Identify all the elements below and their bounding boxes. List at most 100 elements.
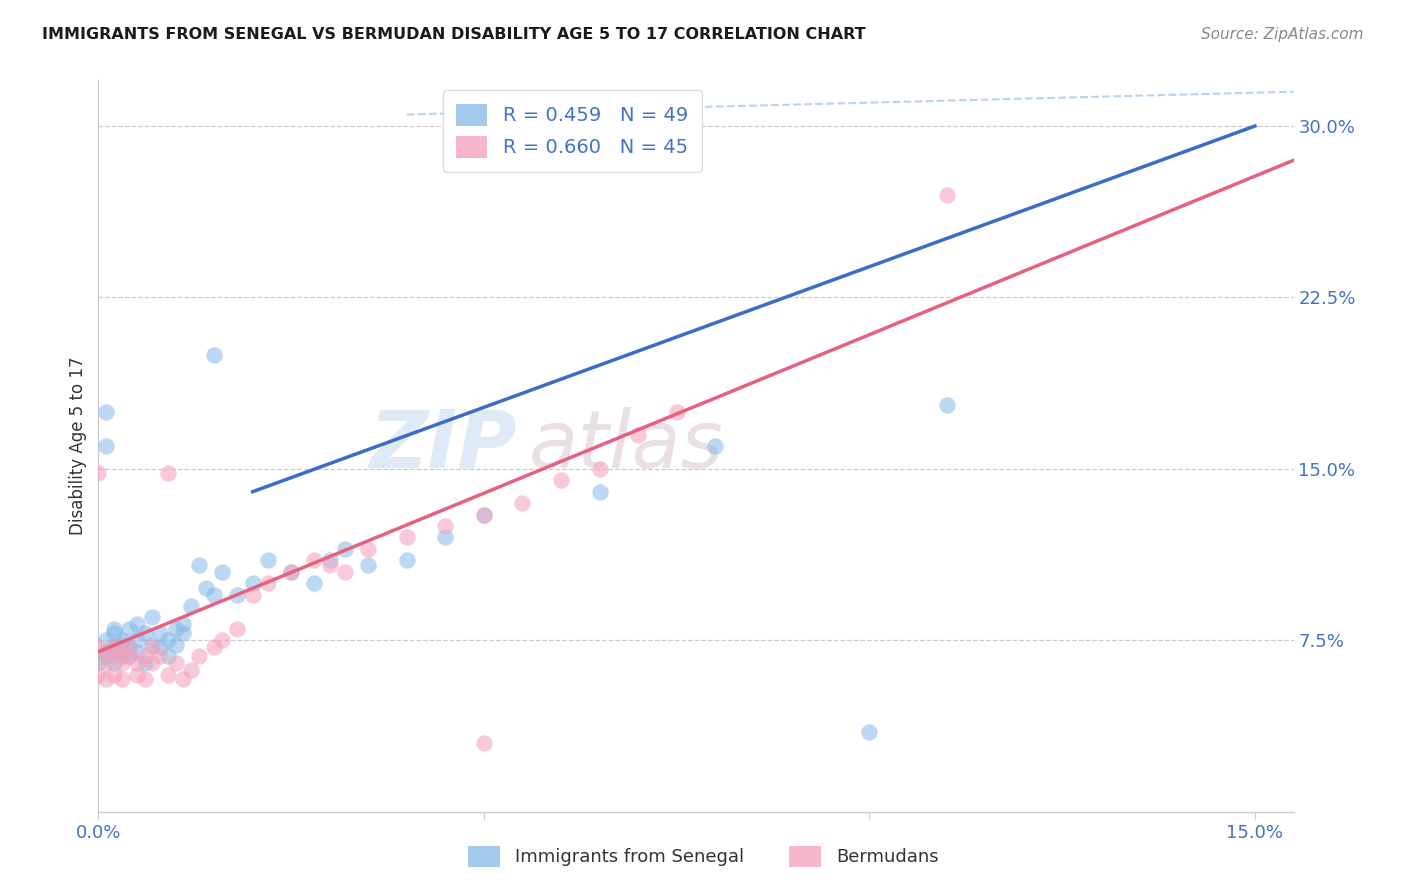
Point <box>472 736 495 750</box>
Point <box>512 496 534 510</box>
Point <box>118 640 141 655</box>
Point <box>94 439 117 453</box>
Legend: Immigrants from Senegal, Bermudans: Immigrants from Senegal, Bermudans <box>460 838 946 874</box>
Point <box>172 617 194 632</box>
Point <box>280 565 302 579</box>
Point <box>357 541 380 556</box>
Point <box>242 576 264 591</box>
Point <box>103 640 125 655</box>
Point <box>627 427 650 442</box>
Point <box>94 649 117 664</box>
Point <box>226 588 249 602</box>
Text: ZIP: ZIP <box>370 407 517 485</box>
Point <box>202 588 225 602</box>
Point <box>87 640 110 655</box>
Text: IMMIGRANTS FROM SENEGAL VS BERMUDAN DISABILITY AGE 5 TO 17 CORRELATION CHART: IMMIGRANTS FROM SENEGAL VS BERMUDAN DISA… <box>42 27 866 42</box>
Point <box>94 405 117 419</box>
Point <box>118 649 141 664</box>
Point <box>141 638 163 652</box>
Point <box>395 530 418 544</box>
Point <box>110 638 132 652</box>
Point <box>87 667 110 681</box>
Point <box>134 649 156 664</box>
Point <box>125 633 148 648</box>
Text: Source: ZipAtlas.com: Source: ZipAtlas.com <box>1201 27 1364 42</box>
Point <box>156 667 179 681</box>
Point <box>141 656 163 670</box>
Point <box>704 439 727 453</box>
Point <box>319 558 342 572</box>
Point <box>94 633 117 648</box>
Point <box>165 656 187 670</box>
Point <box>149 626 172 640</box>
Point <box>304 576 326 591</box>
Point <box>94 645 117 659</box>
Point <box>333 565 356 579</box>
Text: atlas: atlas <box>529 407 724 485</box>
Point <box>588 484 610 499</box>
Point <box>357 558 380 572</box>
Point <box>165 622 187 636</box>
Point <box>94 656 117 670</box>
Point <box>472 508 495 522</box>
Point <box>125 617 148 632</box>
Point <box>211 633 233 648</box>
Y-axis label: Disability Age 5 to 17: Disability Age 5 to 17 <box>69 357 87 535</box>
Point <box>257 553 280 567</box>
Point <box>87 467 110 481</box>
Point <box>172 626 194 640</box>
Point <box>319 553 342 567</box>
Point <box>333 541 356 556</box>
Point <box>134 656 156 670</box>
Point <box>103 667 125 681</box>
Point <box>87 656 110 670</box>
Point <box>103 656 125 670</box>
Point <box>118 622 141 636</box>
Point <box>187 649 209 664</box>
Point <box>187 558 209 572</box>
Point <box>165 638 187 652</box>
Point <box>226 622 249 636</box>
Point <box>304 553 326 567</box>
Point <box>118 649 141 664</box>
Point <box>149 640 172 655</box>
Point <box>103 626 125 640</box>
Point <box>110 633 132 648</box>
Point <box>202 640 225 655</box>
Legend: R = 0.459   N = 49, R = 0.660   N = 45: R = 0.459 N = 49, R = 0.660 N = 45 <box>443 90 702 172</box>
Point <box>94 672 117 686</box>
Point <box>125 645 148 659</box>
Point <box>588 462 610 476</box>
Point <box>156 467 179 481</box>
Point <box>103 622 125 636</box>
Point <box>94 645 117 659</box>
Point <box>202 347 225 362</box>
Point <box>257 576 280 591</box>
Point <box>472 508 495 522</box>
Point <box>935 187 957 202</box>
Point <box>156 633 179 648</box>
Point <box>156 649 179 664</box>
Point <box>149 649 172 664</box>
Point <box>280 565 302 579</box>
Point <box>211 565 233 579</box>
Point <box>434 530 457 544</box>
Point <box>858 724 880 739</box>
Point <box>103 640 125 655</box>
Point <box>103 649 125 664</box>
Point <box>110 649 132 664</box>
Point <box>125 667 148 681</box>
Point <box>935 398 957 412</box>
Point <box>141 610 163 624</box>
Point <box>134 672 156 686</box>
Point <box>434 519 457 533</box>
Point <box>180 663 202 677</box>
Point <box>134 626 156 640</box>
Point <box>550 473 572 487</box>
Point <box>395 553 418 567</box>
Point <box>242 588 264 602</box>
Point <box>141 640 163 655</box>
Point <box>180 599 202 613</box>
Point <box>172 672 194 686</box>
Point <box>110 645 132 659</box>
